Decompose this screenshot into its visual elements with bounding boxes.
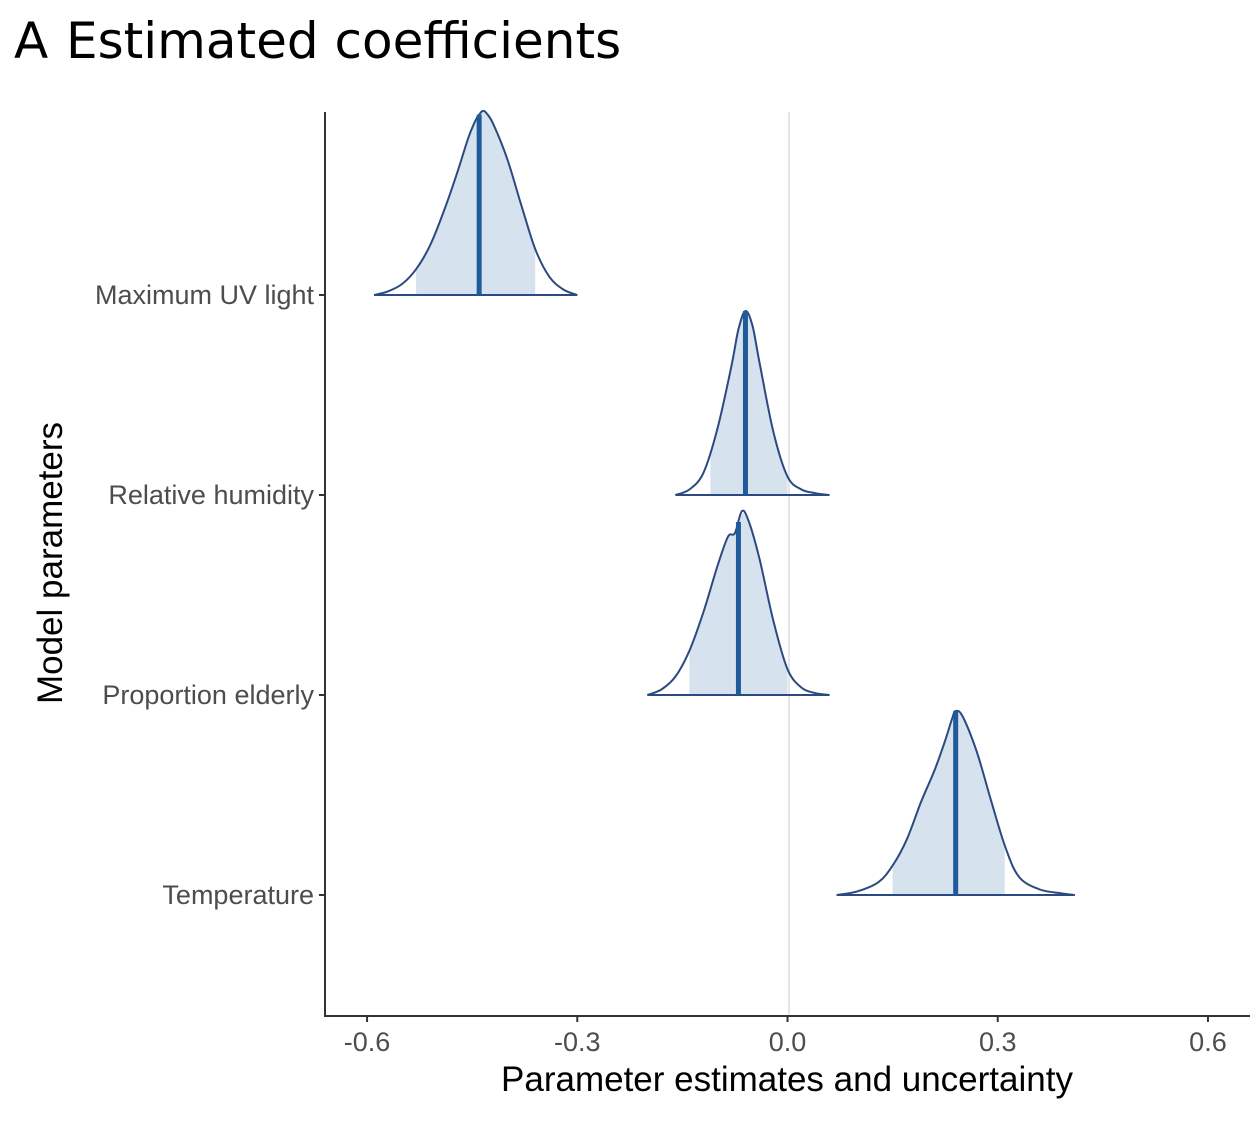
density-curve (646, 509, 830, 696)
interval-fill (892, 712, 1005, 895)
ridge-temperature (836, 709, 1075, 896)
x-tick-label: 0.0 (769, 1027, 807, 1057)
x-axis-ticks: -0.6 -0.3 0.0 0.3 0.6 (344, 1016, 1227, 1057)
interval-fill (416, 112, 536, 295)
panel-title: A Estimated coefficients (14, 12, 621, 70)
y-tick-label: Temperature (162, 880, 314, 910)
y-axis-title: Model parameters (31, 422, 70, 704)
ridge-proportion-elderly (646, 509, 830, 696)
y-axis-ticks: Maximum UV light Relative humidity Proport… (95, 280, 325, 910)
density-ridges (373, 109, 1075, 896)
y-tick-label: Proportion elderly (102, 680, 314, 710)
x-tick-label: -0.6 (344, 1027, 391, 1057)
ridge-maximum-uv-light (373, 109, 578, 296)
x-axis-title: Parameter estimates and uncertainty (501, 1060, 1073, 1099)
chart-title: Estimated coefficients (66, 12, 621, 70)
x-tick-label: 0.6 (1189, 1027, 1227, 1057)
interval-fill (710, 311, 788, 495)
y-tick-label: Maximum UV light (95, 280, 315, 310)
x-tick-label: 0.3 (979, 1027, 1017, 1057)
y-tick-label: Relative humidity (108, 480, 314, 510)
ridge-relative-humidity (675, 310, 830, 496)
x-tick-label: -0.3 (554, 1027, 601, 1057)
density-curve (675, 310, 830, 496)
panel-letter: A (14, 12, 48, 70)
